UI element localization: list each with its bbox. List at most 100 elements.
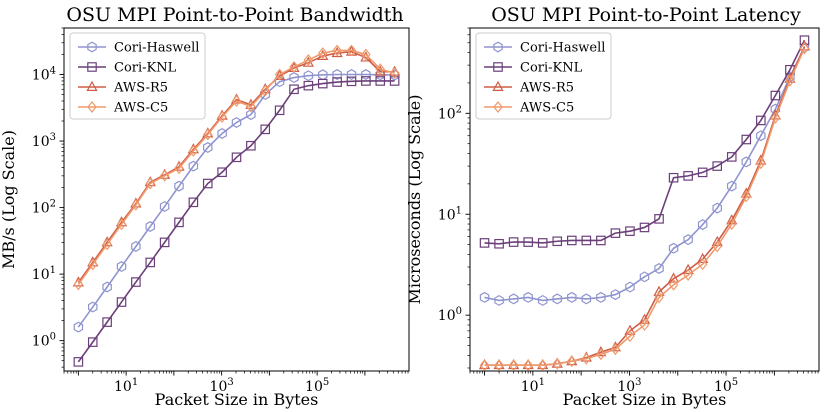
data-point-cori-knl [523,237,533,247]
tick-exponent: 5 [732,377,738,388]
data-point-aws-c5 [581,352,592,365]
data-point-cori-knl [87,337,98,347]
data-point-aws-c5 [726,218,737,230]
data-point-cori-knl [537,238,548,248]
legend-marker [87,62,97,72]
data-point-aws-c5 [508,359,519,371]
data-point-cori-knl [260,124,271,135]
data-point-aws-c5 [523,359,533,371]
data-point-cori-knl [683,171,693,181]
data-point-aws-r5 [653,285,665,296]
data-point-cori-knl [303,80,314,91]
x-tick-label: 105 [305,377,329,395]
data-point-aws-r5 [508,358,520,370]
data-point-aws-r5 [522,358,534,370]
legend-marker [493,101,503,113]
data-point-cori-haswell [654,263,664,275]
data-point-aws-c5 [610,343,621,356]
legend-item-cori-haswell: Cori-Haswell [484,41,605,56]
data-point-aws-c5 [332,44,342,57]
legend-box [69,32,206,120]
y-tick-label: 100 [438,306,462,324]
plot-frame [63,27,410,372]
data-point-cori-haswell [131,241,141,253]
data-point-cori-haswell [726,180,737,192]
data-point-cori-knl [756,115,766,126]
series-line-aws-c5 [484,48,806,366]
data-point-aws-c5 [668,278,679,291]
data-point-cori-knl [202,178,213,189]
data-point-aws-r5 [682,263,694,275]
data-point-aws-c5 [131,198,141,211]
data-point-cori-knl [317,78,328,89]
data-point-aws-c5 [159,169,170,182]
data-point-cori-knl [289,84,299,95]
series-line-aws-r5 [77,50,395,283]
legend-box [475,32,612,120]
tick-exponent: 1 [50,265,56,276]
tick-base: 10 [617,379,635,395]
tick-exponent: 3 [227,377,233,388]
series-cori-haswell [479,41,810,306]
data-point-cori-haswell [494,294,504,306]
chart-title: OSU MPI Point-to-Point Bandwidth [66,4,403,26]
data-point-aws-r5 [493,358,505,370]
tick-exponent: 1 [132,377,138,388]
legend-marker [493,41,503,53]
data-point-cori-knl [668,172,679,183]
series-cori-knl [73,76,400,367]
data-point-cori-knl [332,77,342,87]
data-point-cori-knl [596,235,606,246]
data-point-cori-knl [712,161,723,171]
chart-title: OSU MPI Point-to-Point Latency [491,4,801,26]
data-point-cori-knl [552,236,563,247]
tick-base: 10 [32,201,50,217]
y-tick-label: 101 [32,265,56,283]
legend-marker [492,80,504,92]
data-point-cori-haswell [361,69,371,81]
tick-exponent: 0 [50,332,56,343]
data-point-aws-c5 [231,95,242,107]
data-point-cori-haswell [202,142,213,153]
data-point-cori-knl [174,217,184,228]
data-point-aws-r5 [667,272,680,283]
tick-exponent: 4 [50,66,56,77]
tick-base: 10 [438,308,456,324]
data-point-cori-haswell [102,281,112,293]
data-point-aws-c5 [174,162,184,175]
data-point-aws-c5 [494,359,504,371]
legend-label: AWS-C5 [113,101,168,116]
data-point-cori-knl [217,167,227,178]
tick-base: 10 [114,379,132,395]
x-axis-label: Packet Size in Bytes [155,390,319,409]
legend-label: Cori-KNL [114,61,177,76]
y-tick-label: 102 [438,104,462,122]
data-point-cori-knl [610,228,621,238]
series-line-cori-haswell [484,47,806,302]
y-axis-label: MB/s (Log Scale) [0,130,18,269]
series-line-cori-haswell [77,73,395,328]
legend-item-aws-r5: AWS-R5 [484,81,574,96]
legend-item-cori-knl: Cori-KNL [78,61,177,76]
data-point-cori-haswell [73,321,84,333]
data-point-cori-knl [346,76,357,87]
data-point-cori-haswell [116,261,127,273]
data-point-cori-haswell [567,291,577,303]
y-tick-label: 102 [32,199,56,217]
x-tick-label: 103 [210,377,234,395]
data-point-aws-c5 [274,68,285,81]
y-tick-label: 101 [438,205,462,223]
data-point-aws-r5 [478,358,491,370]
data-point-aws-c5 [770,111,781,124]
data-point-aws-c5 [683,269,693,281]
tick-exponent: 0 [456,306,462,317]
series-aws-c5 [479,42,810,371]
data-point-aws-c5 [87,258,98,271]
data-point-aws-r5 [697,252,709,264]
data-point-cori-haswell [188,160,199,172]
data-point-cori-knl [274,105,285,116]
legend: Cori-Haswell Cori-KNL AWS-R5 AWS-C5 [475,32,612,120]
data-point-cori-knl [770,90,781,101]
data-point-cori-haswell [639,271,650,283]
data-point-cori-knl [145,257,156,268]
